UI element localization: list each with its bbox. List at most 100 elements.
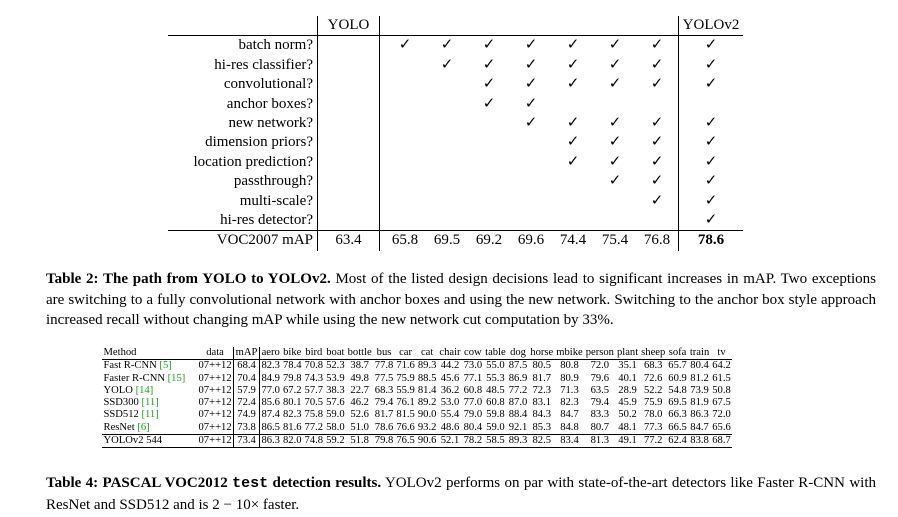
- step-cell: ✓: [524, 76, 538, 93]
- value-cell: 58.0: [326, 421, 345, 433]
- yolo-cell: [317, 94, 380, 115]
- value-cell: 38.7: [350, 360, 369, 372]
- value-cell: 86.3: [259, 434, 282, 449]
- step-cell: ✓: [566, 76, 580, 93]
- value-cell: 83.4: [554, 434, 585, 449]
- step-cell: [468, 211, 510, 231]
- table-row: SSD300 [11] 07++12 72.4 85.6 80.1 70.5 57.6 46.…: [102, 397, 732, 410]
- yolo-path-table: YOLO YOLOv2 batch norm? ✓ ✓ ✓ ✓ ✓ ✓ ✓ ✓ hi-res cl…: [168, 16, 743, 251]
- header-yolo: YOLO: [317, 16, 380, 37]
- step-cell: [380, 56, 427, 75]
- value-cell: 76.5: [394, 434, 417, 449]
- value-cell: 84.3: [532, 409, 552, 421]
- value-cell: 72.3: [532, 384, 552, 396]
- table-row: location prediction? ✓ ✓ ✓ ✓: [168, 152, 743, 173]
- step-map: 65.8: [379, 230, 426, 251]
- yolo-cell: [317, 114, 380, 134]
- value-cell: 76.6: [396, 421, 415, 433]
- data-cell: 07++12: [197, 421, 235, 435]
- step-cell: ✓: [650, 76, 664, 93]
- step-cell: [510, 211, 552, 231]
- row-label: hi-res detector?: [220, 212, 313, 229]
- row-label: anchor boxes?: [226, 95, 313, 112]
- row-label: location prediction?: [193, 153, 313, 170]
- yolov2-cell: ✓: [678, 172, 743, 192]
- value-cell: 52.2: [643, 384, 663, 396]
- yolo-cell: [317, 55, 380, 76]
- table2-caption: Table 2: The path from YOLO to YOLOv2. M…: [46, 269, 876, 331]
- value-cell: 79.8: [373, 434, 395, 449]
- value-cell: 77.1: [463, 372, 483, 384]
- step-cell: ✓: [566, 115, 580, 132]
- table2-caption-lead: Table 2: The path from YOLO to YOLOv2.: [46, 271, 331, 287]
- step-cell: [426, 114, 468, 133]
- value-cell: 70.8: [304, 360, 324, 372]
- step-cell: ✓: [524, 115, 538, 132]
- table-row: Faster R-CNN [15] 07++12 70.4 84.9 79.8 74.3 5…: [102, 372, 732, 385]
- step-cell: [468, 153, 510, 172]
- value-cell: 81.6: [282, 421, 302, 433]
- value-cell: 87.0: [508, 397, 528, 409]
- step-cell: [426, 75, 468, 94]
- value-cell: 80.9: [560, 372, 579, 384]
- yolov2-cell: ✓: [678, 114, 743, 134]
- step-cell: ✓: [482, 37, 496, 54]
- step-cell: [380, 114, 427, 133]
- table4-caption-body: YOLOv2 performs on par with state-of-the…: [46, 475, 876, 513]
- value-cell: 80.1: [282, 397, 302, 409]
- value-cell: 77.5: [374, 372, 394, 384]
- value-cell: 85.6: [261, 397, 280, 409]
- value-cell: 68.3: [374, 384, 394, 396]
- value-cell: 76.1: [396, 397, 415, 409]
- step-cell: [380, 172, 427, 191]
- value-cell: 52.6: [350, 409, 369, 421]
- value-cell: 67.5: [712, 397, 731, 409]
- value-cell: 50.2: [618, 409, 637, 421]
- value-cell: 81.3: [584, 434, 616, 449]
- value-cell: 54.8: [668, 384, 687, 396]
- row-label: hi-res classifier?: [214, 56, 313, 73]
- value-cell: 85.3: [532, 421, 552, 433]
- step-cell: [510, 192, 552, 211]
- value-cell: 87.4: [261, 409, 280, 421]
- column-header: mbike: [554, 347, 585, 361]
- value-cell: 59.0: [486, 421, 505, 433]
- step-map: 76.8: [636, 230, 679, 251]
- value-cell: 81.7: [532, 372, 552, 384]
- yolov2-cell: ✓: [678, 152, 743, 173]
- table4-caption-lead: Table 4: PASCAL VOC2012 test detection r…: [46, 475, 382, 492]
- yolo-cell: [317, 133, 380, 153]
- data-cell: 07++12: [197, 434, 235, 449]
- citation-ref: [6]: [137, 421, 150, 433]
- value-cell: 77.8: [374, 360, 394, 372]
- step-cell: [380, 153, 427, 172]
- method-cell: SSD512 [11]: [102, 409, 197, 421]
- value-cell: 72.4: [233, 397, 260, 410]
- value-cell: 72.0: [590, 360, 610, 372]
- value-cell: 84.8: [560, 421, 579, 433]
- value-cell: 46.2: [350, 397, 369, 409]
- table2-caption-body: Most of the listed design decisions lead…: [46, 271, 876, 328]
- step-cell: ✓: [524, 95, 538, 112]
- value-cell: 82.5: [528, 434, 555, 449]
- step-cell: ✓: [650, 115, 664, 132]
- column-header: bike: [281, 347, 304, 361]
- step-cell: ✓: [440, 56, 454, 73]
- column-header: bottle: [346, 347, 374, 361]
- method-name: YOLOv2 544: [103, 435, 163, 447]
- row-label: new network?: [228, 115, 313, 132]
- value-cell: 83.1: [532, 397, 552, 409]
- row-label: passthrough?: [233, 173, 313, 190]
- value-cell: 86.9: [508, 372, 528, 384]
- method-name: YOLO: [103, 384, 136, 396]
- column-header: tv: [710, 347, 733, 361]
- method-cell: ResNet [6]: [102, 422, 197, 435]
- method-cell: SSD300 [11]: [102, 397, 197, 409]
- value-cell: 84.9: [261, 372, 280, 384]
- yolov2-cell: [678, 94, 743, 115]
- table-row: convolutional? ✓ ✓ ✓ ✓ ✓ ✓: [168, 75, 743, 95]
- step-cell: ✓: [482, 95, 496, 112]
- step-cell: ✓: [608, 56, 622, 73]
- column-header: cat: [416, 347, 438, 361]
- column-header: boat: [324, 347, 347, 361]
